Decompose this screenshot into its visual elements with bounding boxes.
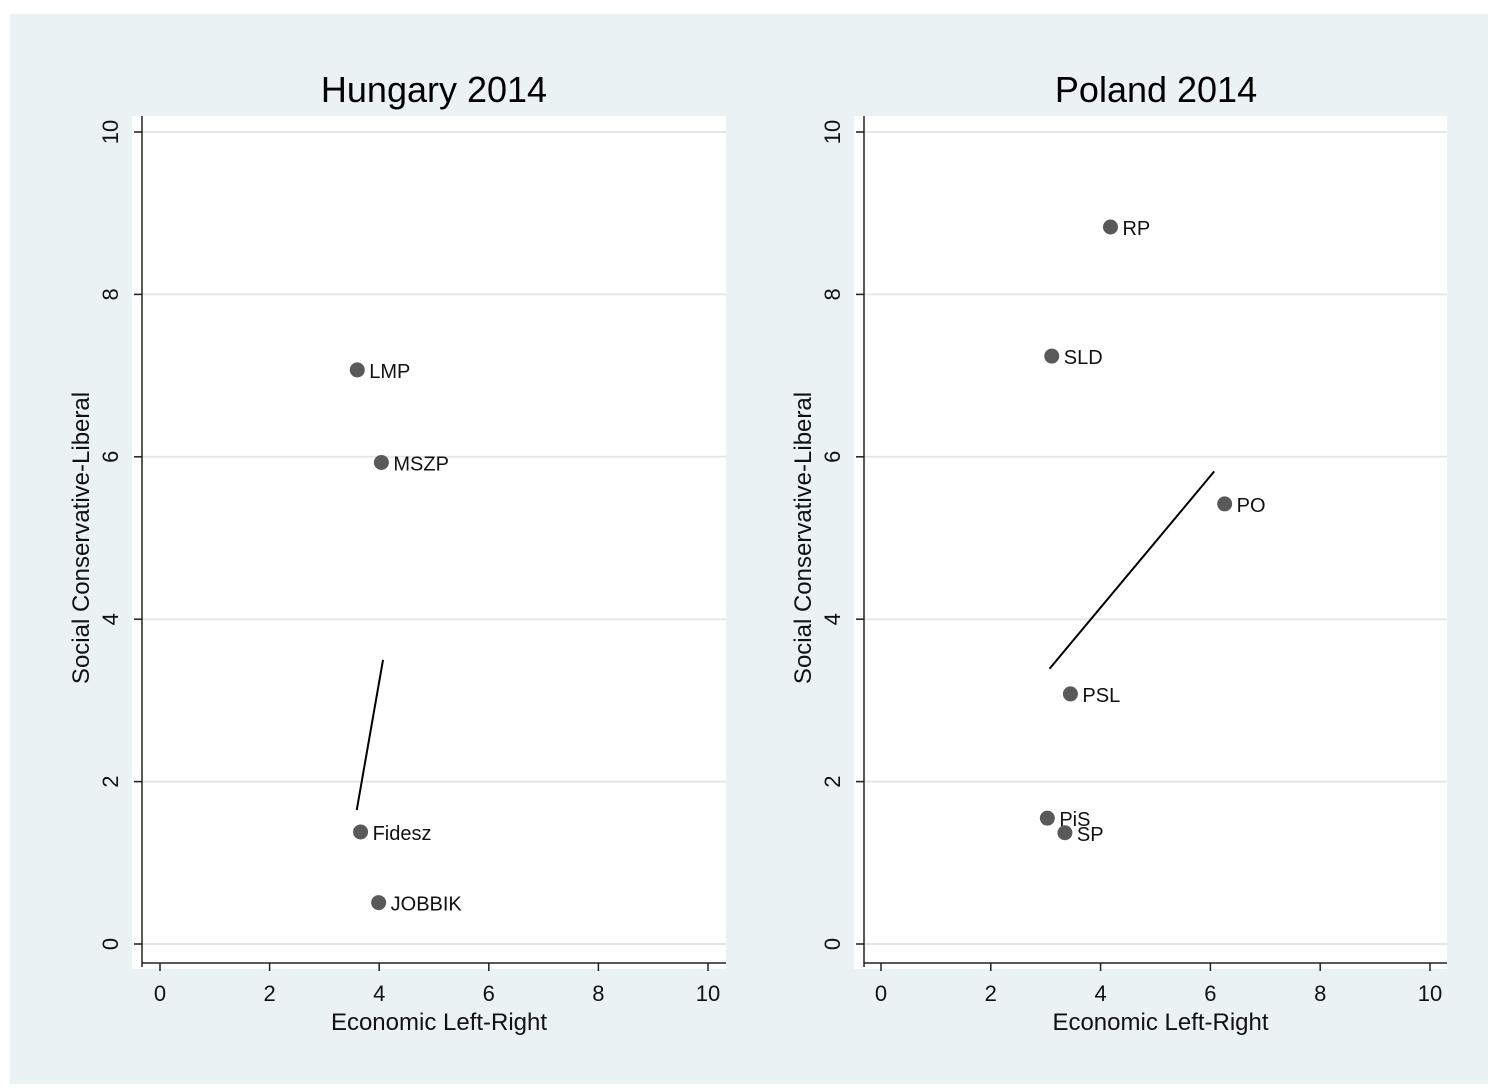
poland-y-tick-label: 0 bbox=[820, 938, 845, 950]
poland-x-tick-label: 6 bbox=[1204, 981, 1216, 1006]
hungary-point-label: JOBBIK bbox=[391, 894, 463, 916]
poland-point-label: SLD bbox=[1064, 347, 1103, 369]
poland-point-sld bbox=[1044, 348, 1060, 364]
poland-point-label: PO bbox=[1237, 495, 1266, 517]
poland-y-tick-label: 8 bbox=[820, 288, 845, 300]
poland-y-axis-title: Social Conservative-Liberal bbox=[790, 392, 817, 684]
poland-plot-area bbox=[854, 116, 1447, 969]
hungary-x-tick-label: 4 bbox=[373, 981, 385, 1006]
poland-point-label: SP bbox=[1077, 824, 1104, 846]
poland-x-tick-label: 4 bbox=[1094, 981, 1106, 1006]
hungary-x-tick-label: 0 bbox=[154, 981, 166, 1006]
chart-svg: 0 2 4 6 8 10 0 2 4 6 8 10 Hungary 2014 Economic Left-… bbox=[68, 69, 1447, 1036]
hungary-x-tick-label: 10 bbox=[696, 981, 720, 1006]
hungary-fit-line bbox=[355, 659, 385, 811]
hungary-y-tick-label: 4 bbox=[98, 613, 123, 625]
poland-point-label: PSL bbox=[1082, 685, 1120, 707]
hungary-y-axis-title: Social Conservative-Liberal bbox=[68, 392, 95, 684]
hungary-y-tick-label: 10 bbox=[98, 120, 123, 144]
hungary-point-mszp bbox=[373, 454, 389, 470]
poland-point-pis bbox=[1039, 810, 1055, 826]
hungary-x-tick-label: 6 bbox=[483, 981, 495, 1006]
poland-x-axis-title: Economic Left-Right bbox=[1052, 1009, 1268, 1036]
hungary-point-lmp bbox=[349, 362, 365, 378]
poland-point-rp bbox=[1102, 219, 1118, 235]
poland-x-tick-label: 0 bbox=[875, 981, 887, 1006]
hungary-x-tick-label: 8 bbox=[592, 981, 604, 1006]
hungary-x-axis-title: Economic Left-Right bbox=[331, 1009, 547, 1036]
poland-point-sp bbox=[1057, 825, 1073, 841]
hungary-y-tick-label: 0 bbox=[98, 938, 123, 950]
hungary-point-label: Fidesz bbox=[373, 823, 432, 845]
poland-point-psl bbox=[1062, 686, 1078, 702]
poland-x-tick-label: 10 bbox=[1418, 981, 1442, 1006]
hungary-point-jobbik bbox=[371, 895, 387, 911]
hungary-y-tick-label: 8 bbox=[98, 288, 123, 300]
poland-y-tick-label: 6 bbox=[820, 451, 845, 463]
hungary-plot-area bbox=[132, 116, 726, 969]
poland-x-tick-label: 2 bbox=[985, 981, 997, 1006]
figure-background: 0 2 4 6 8 10 0 2 4 6 8 10 Hungary 2014 Economic Left-… bbox=[10, 14, 1488, 1084]
hungary-point-label: MSZP bbox=[393, 453, 449, 475]
poland-y-tick-label: 2 bbox=[820, 775, 845, 787]
poland-chart-title: Poland 2014 bbox=[1055, 69, 1257, 110]
hungary-chart-title: Hungary 2014 bbox=[321, 69, 547, 110]
poland-point-label: RP bbox=[1122, 218, 1150, 240]
poland-point-po bbox=[1217, 496, 1233, 512]
poland-fit-line bbox=[1048, 470, 1216, 670]
hungary-y-tick-label: 6 bbox=[98, 451, 123, 463]
poland-y-tick-label: 10 bbox=[820, 120, 845, 144]
hungary-y-tick-label: 2 bbox=[98, 775, 123, 787]
hungary-point-label: LMP bbox=[369, 361, 410, 383]
poland-x-tick-label: 8 bbox=[1314, 981, 1326, 1006]
poland-y-tick-label: 4 bbox=[820, 613, 845, 625]
hungary-point-fidesz bbox=[353, 824, 369, 840]
hungary-x-tick-label: 2 bbox=[263, 981, 275, 1006]
